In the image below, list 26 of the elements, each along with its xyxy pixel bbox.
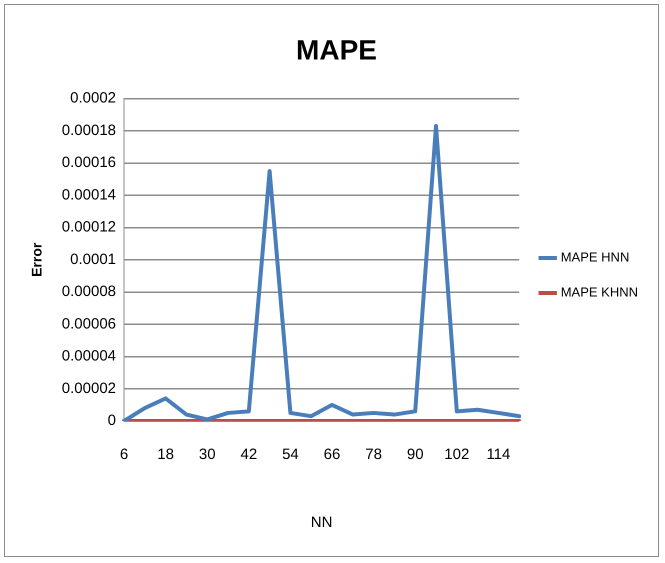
legend-label: MAPE HNN — [560, 250, 630, 265]
x-tick-label: 54 — [282, 446, 299, 464]
y-tick-label: 0.00004 — [62, 348, 116, 365]
x-tick-label: 114 — [486, 446, 510, 464]
y-tick-label: 0.00014 — [62, 186, 116, 204]
y-tick-label: 0.00006 — [62, 315, 116, 332]
y-axis-title: Error — [28, 242, 44, 277]
y-tick-label: 0.00012 — [62, 218, 116, 236]
y-tick-label: 0.00008 — [62, 283, 116, 300]
y-tick-label: 0 — [108, 412, 116, 430]
y-tick-label: 0.00002 — [62, 380, 116, 397]
x-tick-label: 6 — [120, 446, 128, 464]
chart-title: MAPE — [296, 34, 377, 66]
x-tick-label: 90 — [406, 446, 424, 464]
x-tick-label: 30 — [198, 446, 216, 464]
legend-label: MAPE KHNN — [560, 284, 638, 300]
y-tick-label: 0.00018 — [62, 122, 116, 139]
y-tick-label: 0.0001 — [70, 250, 116, 268]
x-tick-label: 102 — [444, 446, 470, 464]
x-tick-label: 18 — [157, 446, 174, 464]
x-tick-label: 66 — [324, 446, 340, 464]
y-tick-label: 0.0002 — [70, 90, 116, 107]
y-tick-label: 0.00016 — [62, 154, 116, 172]
x-tick-label: 78 — [365, 446, 382, 464]
x-tick-label: 42 — [240, 446, 258, 464]
x-axis-title: NN — [310, 514, 332, 532]
